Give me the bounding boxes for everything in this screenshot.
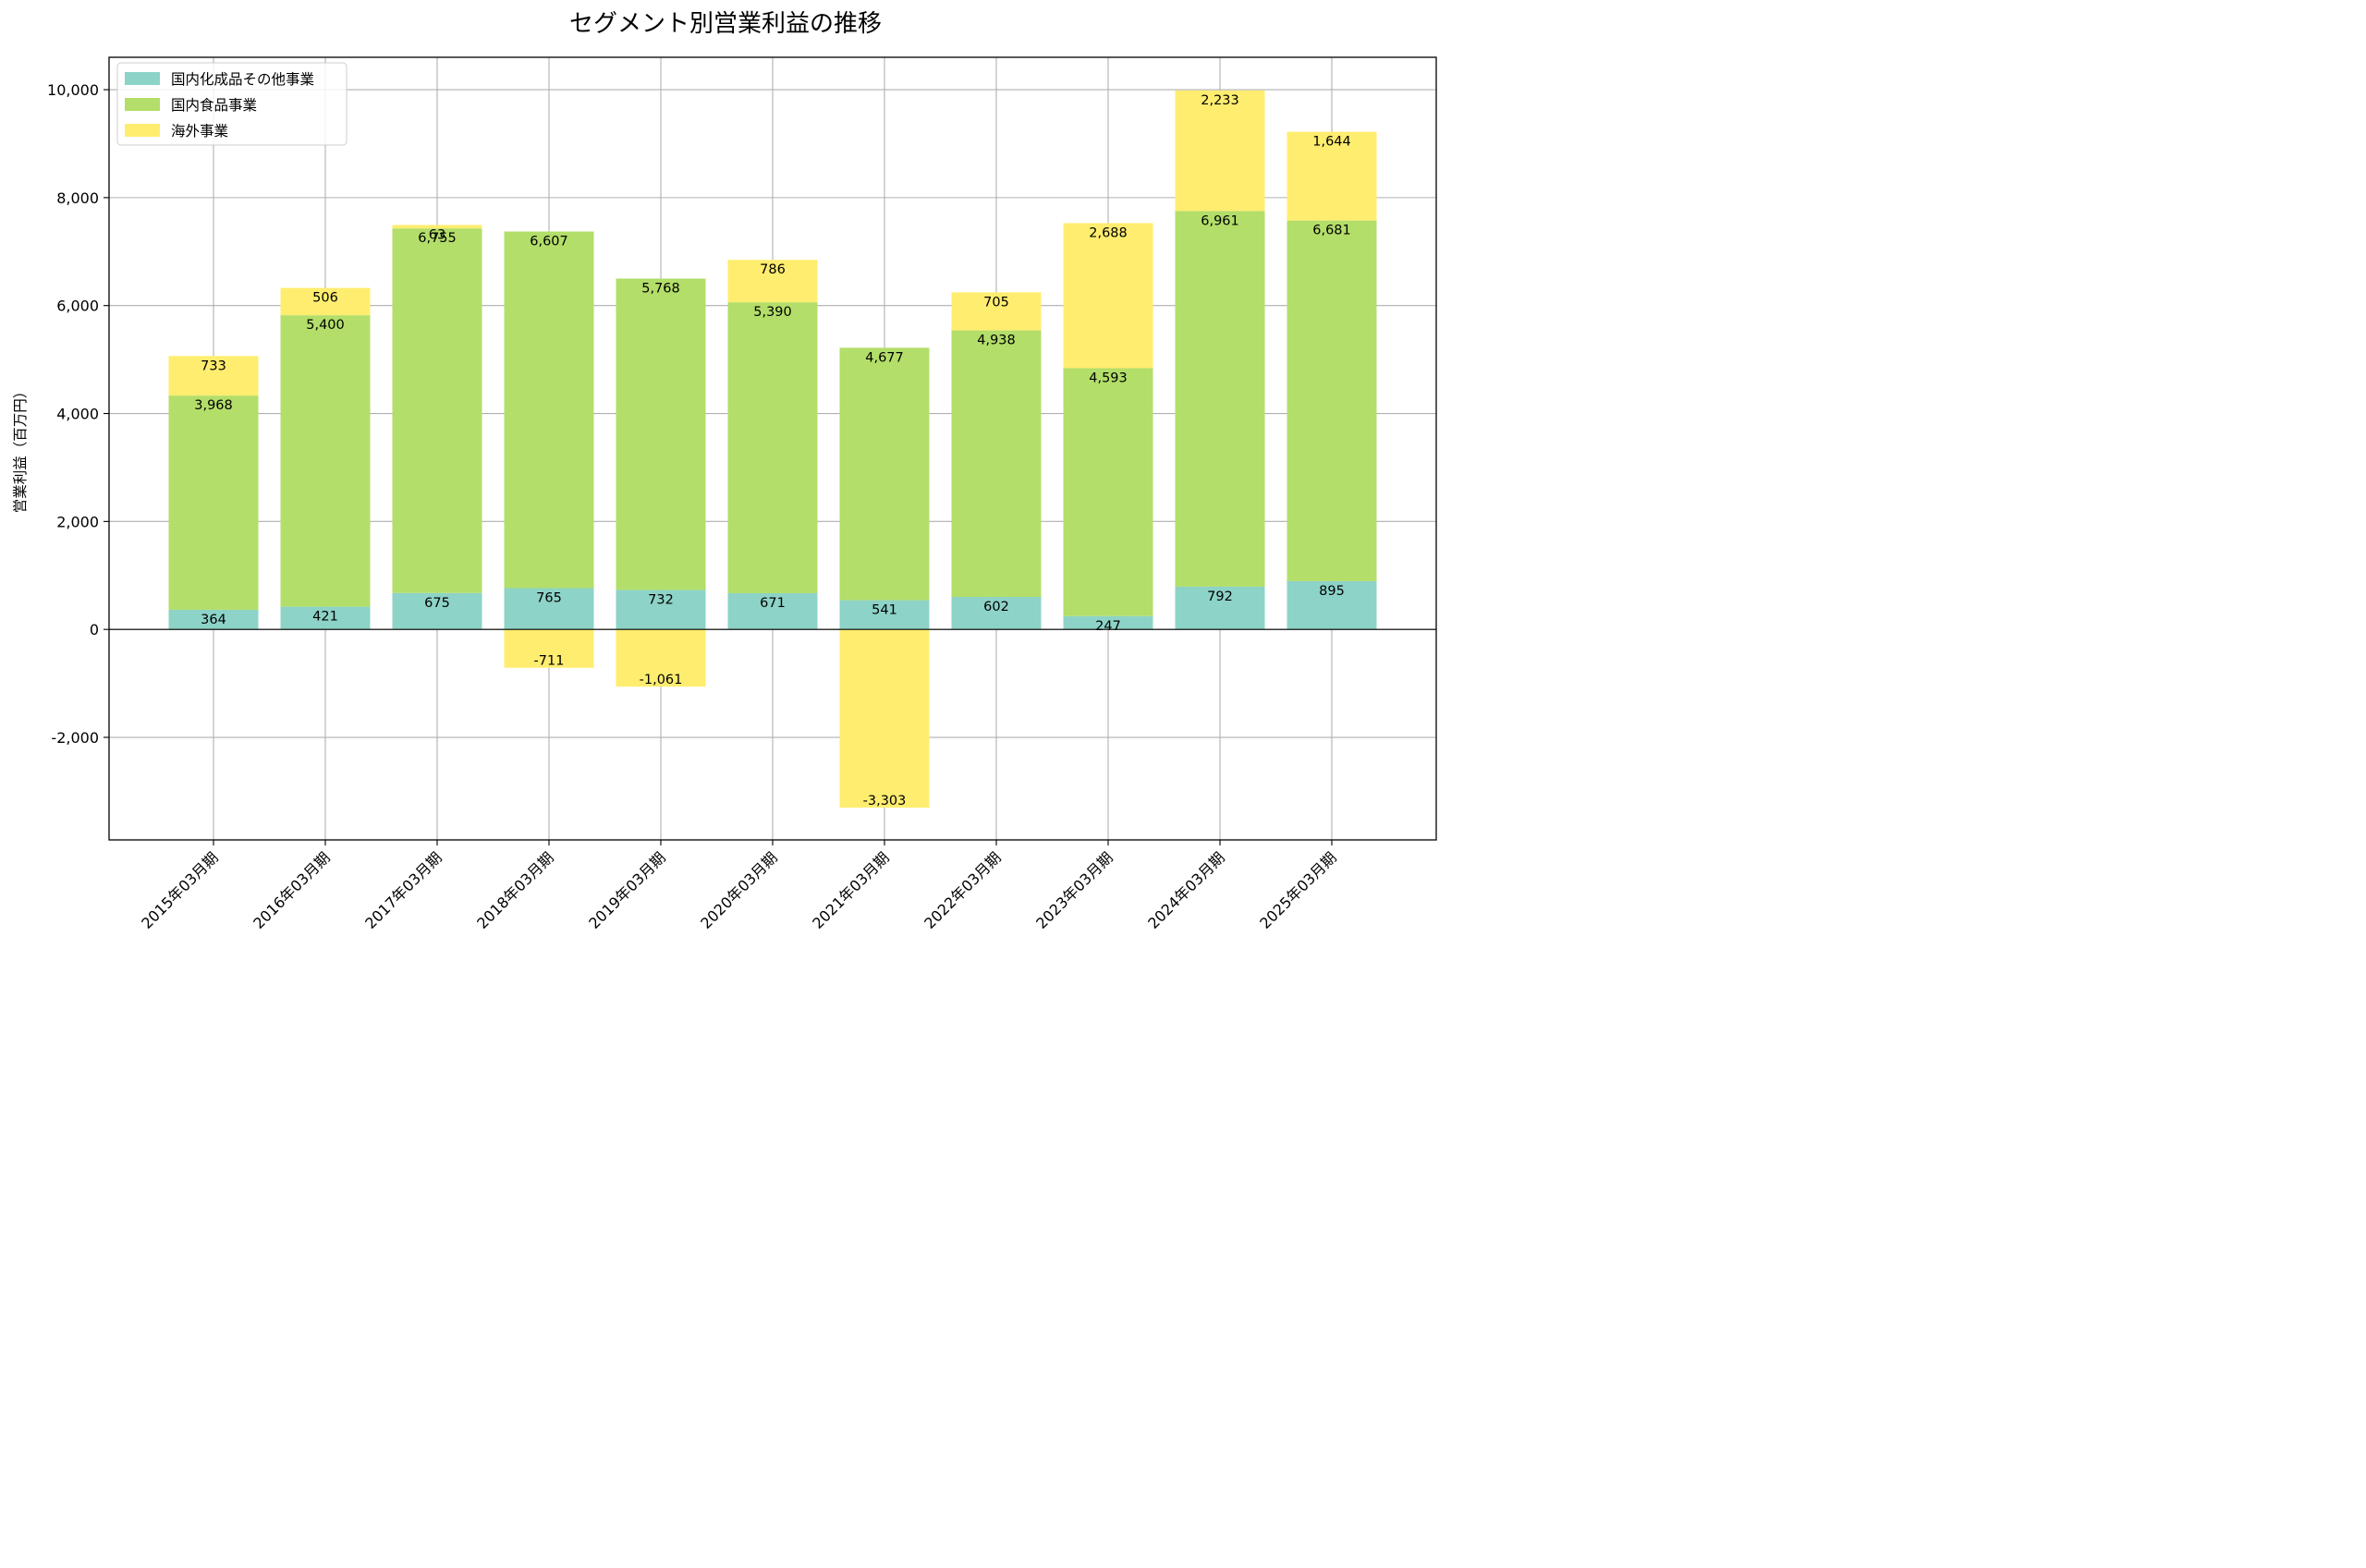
data-label: 1,644 <box>1312 135 1351 150</box>
bar-segment <box>727 302 818 593</box>
data-label: 765 <box>536 590 562 605</box>
bars <box>168 90 1377 808</box>
y-axis-label: 営業利益（百万円） <box>12 384 29 514</box>
x-tick-label: 2025年03月期 <box>1256 848 1340 932</box>
data-label: 6,961 <box>1201 213 1239 228</box>
data-label: 895 <box>1319 584 1345 599</box>
data-label: 63 <box>429 227 445 242</box>
data-label: 732 <box>648 592 674 607</box>
data-label: 5,390 <box>753 305 792 320</box>
bar-segment <box>727 260 818 303</box>
bar-segment <box>616 629 706 687</box>
data-label: 602 <box>983 600 1009 614</box>
data-label: 5,768 <box>641 281 680 296</box>
data-label: 3,968 <box>194 398 233 413</box>
x-tick-label: 2019年03月期 <box>585 848 669 932</box>
data-label: 6,681 <box>1312 224 1351 238</box>
y-tick-label: 8,000 <box>56 189 99 207</box>
bar-segment <box>392 225 482 229</box>
x-tick-label: 2022年03月期 <box>921 848 1005 932</box>
bar-segment <box>616 590 706 630</box>
bar-segment <box>504 231 594 589</box>
data-label: 675 <box>424 596 450 611</box>
legend-label: 国内食品事業 <box>171 97 257 114</box>
data-label: 364 <box>201 613 226 627</box>
data-label: 671 <box>760 596 786 611</box>
bar-segment <box>1063 368 1153 616</box>
bar-segment <box>504 629 594 668</box>
data-label: 4,677 <box>865 350 904 365</box>
y-tick-label: 0 <box>90 621 99 638</box>
legend-box <box>116 62 348 146</box>
x-tick-label: 2018年03月期 <box>473 848 557 932</box>
legend-swatch <box>125 98 160 111</box>
legend-label: 国内化成品その他事業 <box>171 71 314 88</box>
x-tick-label: 2024年03月期 <box>1144 848 1228 932</box>
bar-segment <box>839 347 930 601</box>
y-tick-label: 6,000 <box>56 298 99 315</box>
data-label: 506 <box>312 291 338 306</box>
x-tick-label: 2023年03月期 <box>1032 848 1116 932</box>
data-label: -3,303 <box>863 794 907 808</box>
y-tick-label: -2,000 <box>51 729 99 747</box>
data-label: 5,400 <box>306 318 345 333</box>
data-label: 421 <box>312 610 338 625</box>
data-label: 4,938 <box>977 334 1016 348</box>
legend-label: 海外事業 <box>171 123 228 140</box>
x-tick-label: 2021年03月期 <box>809 848 893 932</box>
bar-segment <box>1175 90 1265 212</box>
bar-segment <box>168 609 259 630</box>
bar-segment <box>1063 615 1153 630</box>
data-label: 2,688 <box>1089 225 1128 240</box>
bar-segment <box>392 592 482 630</box>
bar-segment <box>504 588 594 630</box>
data-label: -711 <box>534 654 565 669</box>
y-tick-label: 10,000 <box>47 81 99 99</box>
x-tick-label: 2016年03月期 <box>250 848 334 932</box>
data-label: 786 <box>760 262 786 277</box>
data-label: 792 <box>1207 590 1233 604</box>
bar-segment <box>280 606 371 630</box>
segment-operating-profit-chart: セグメント別営業利益の推移 364 421 675 765 732 671 541 602 24… <box>12 10 1437 932</box>
data-label: 6,755 <box>418 231 457 246</box>
x-tick-label: 2020年03月期 <box>697 848 781 932</box>
bar-segment <box>616 278 706 590</box>
x-tick-label: 2017年03月期 <box>361 848 445 932</box>
bar-segment <box>392 228 482 593</box>
bar-segment <box>839 629 930 808</box>
bar-segment <box>1063 223 1153 369</box>
bar-segment <box>168 395 259 610</box>
data-label: 2,233 <box>1201 93 1239 108</box>
data-label: -1,061 <box>640 673 683 687</box>
bar-segment <box>280 287 371 316</box>
data-label: 247 <box>1095 619 1121 634</box>
bar-segment <box>1287 220 1377 581</box>
y-tick-label: 2,000 <box>56 513 99 530</box>
bar-segment <box>168 356 259 396</box>
data-label: 705 <box>983 295 1009 310</box>
bar-segment <box>1287 580 1377 630</box>
x-tick-label: 2015年03月期 <box>138 848 222 932</box>
legend-swatch <box>125 124 160 137</box>
data-label: 6,607 <box>530 235 568 249</box>
bar-segment <box>1175 211 1265 587</box>
bar-segment <box>951 330 1042 598</box>
bar-segment <box>839 600 930 630</box>
legend-swatch <box>125 72 160 85</box>
data-label: 4,593 <box>1089 371 1128 385</box>
bar-segment <box>951 292 1042 331</box>
bar-segment <box>1175 586 1265 630</box>
chart-title: セグメント別営業利益の推移 <box>569 10 882 38</box>
bar-segment <box>1287 131 1377 221</box>
data-label: 541 <box>872 603 897 618</box>
bar-segment <box>280 315 371 607</box>
bar-segment <box>727 592 818 630</box>
data-label: 733 <box>201 359 226 373</box>
data-labels: 364 421 675 765 732 671 541 602 247 792 895 3,968 5,… <box>194 93 1351 808</box>
bar-segment <box>951 597 1042 630</box>
y-tick-label: 4,000 <box>56 406 99 423</box>
